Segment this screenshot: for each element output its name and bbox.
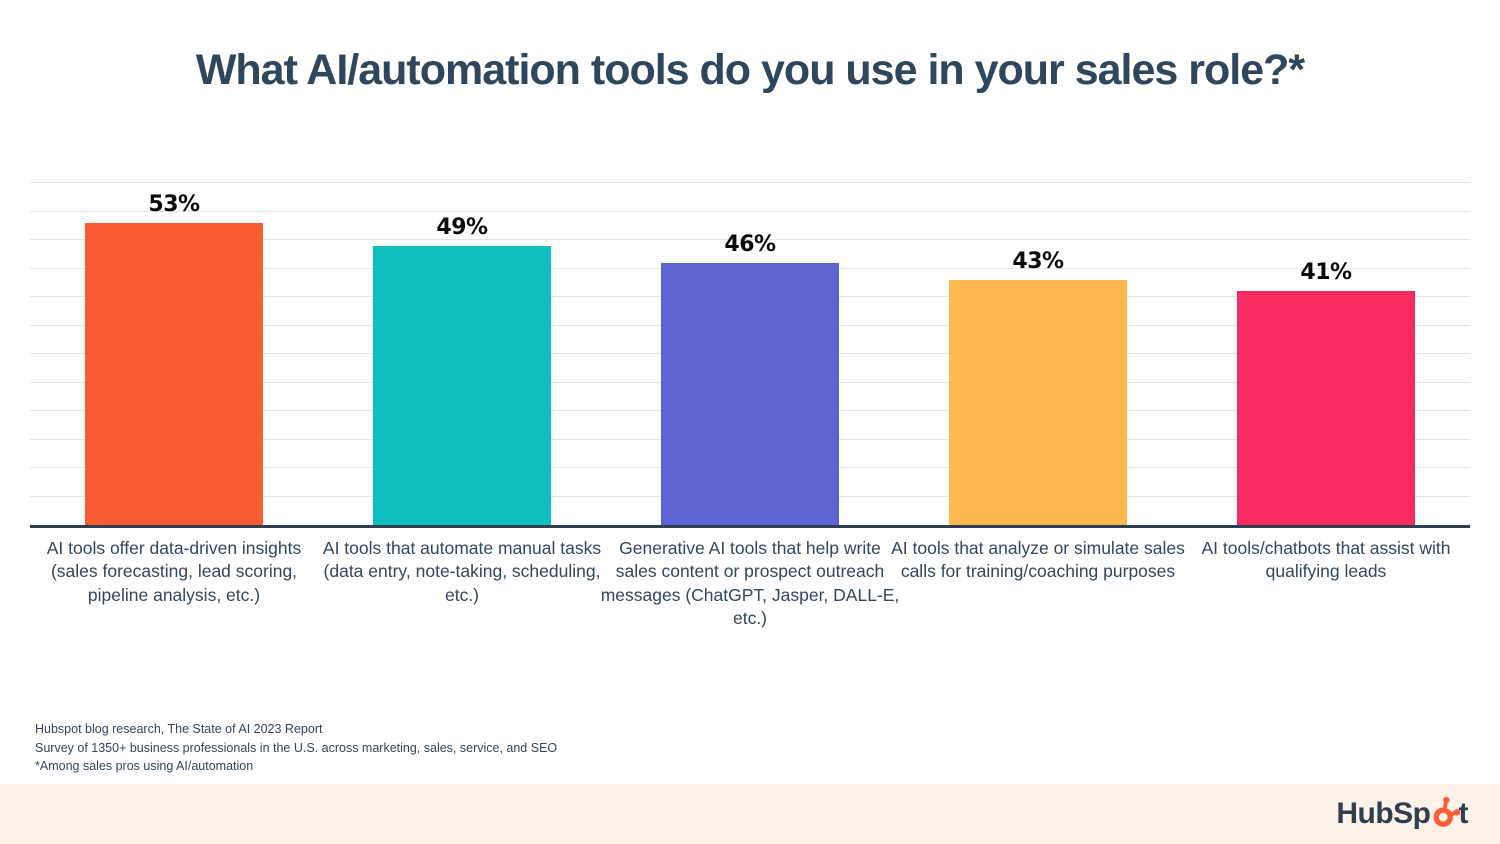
category-label-1: AI tools offer data-driven insights (sal… [46, 538, 302, 605]
logo-text-suffix: t [1458, 797, 1469, 830]
bar-4 [949, 279, 1127, 525]
logo-text-prefix: HubSp [1336, 797, 1431, 830]
brand-strip: HubSp t [0, 784, 1500, 844]
category-label-4: AI tools that analyze or simulate sales … [891, 538, 1185, 582]
source-notes: Hubspot blog research, The State of AI 2… [35, 720, 557, 776]
bar-2 [373, 245, 551, 525]
gridline-55 [30, 210, 1470, 212]
bar-1 [85, 222, 263, 525]
source-line-3: *Among sales pros using AI/automation [35, 759, 254, 773]
source-line-1: Hubspot blog research, The State of AI 2… [35, 722, 323, 736]
source-line-2: Survey of 1350+ business professionals i… [35, 740, 558, 755]
chart-title: What AI/automation tools do you use in y… [195, 46, 1305, 94]
bar-value-label-2: 49% [436, 214, 488, 240]
hubspot-logo: HubSp t [1336, 794, 1468, 834]
bar-chart-plot: 53% 49% 46% 43% 41% [30, 182, 1470, 528]
category-label-3: Generative AI tools that help write sale… [600, 538, 900, 628]
bar-value-label-5: 41% [1300, 260, 1352, 286]
category-label-5: AI tools/chatbots that assist with quali… [1201, 538, 1451, 582]
sprocket-icon [1431, 794, 1460, 834]
bar-5 [1237, 291, 1415, 525]
gridline-50 [30, 239, 1470, 240]
gridline-60 [30, 182, 1470, 183]
bar-3 [661, 262, 839, 525]
category-labels: AI tools offer data-driven insights (sal… [30, 537, 1470, 657]
category-label-2: AI tools that automate manual tasks (dat… [322, 538, 602, 605]
bar-value-label-4: 43% [1012, 248, 1064, 274]
bar-value-label-1: 53% [148, 191, 200, 217]
bar-value-label-3: 46% [724, 231, 776, 257]
